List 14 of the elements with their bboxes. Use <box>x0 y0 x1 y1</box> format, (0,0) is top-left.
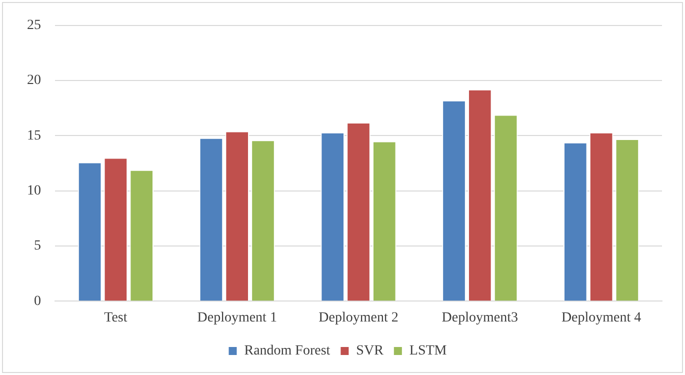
y-tick-label: 0 <box>34 294 41 309</box>
y-tick-label: 25 <box>27 18 41 34</box>
legend-label: LSTM <box>409 344 448 359</box>
y-tick-label: 20 <box>27 73 41 88</box>
x-tick-label: Deployment 4 <box>561 310 642 326</box>
legend-label: SVR <box>356 344 384 359</box>
x-tick-label: Deployment 1 <box>197 310 277 326</box>
y-tick-label: 10 <box>27 184 41 199</box>
x-tick-label: Test <box>104 310 128 326</box>
x-tick-label: Deployment3 <box>442 310 518 326</box>
y-tick-label: 15 <box>27 128 41 144</box>
legend-label: Random Forest <box>244 344 330 359</box>
y-tick-label: 5 <box>34 238 41 254</box>
x-tick-label: Deployment 2 <box>318 310 398 326</box>
